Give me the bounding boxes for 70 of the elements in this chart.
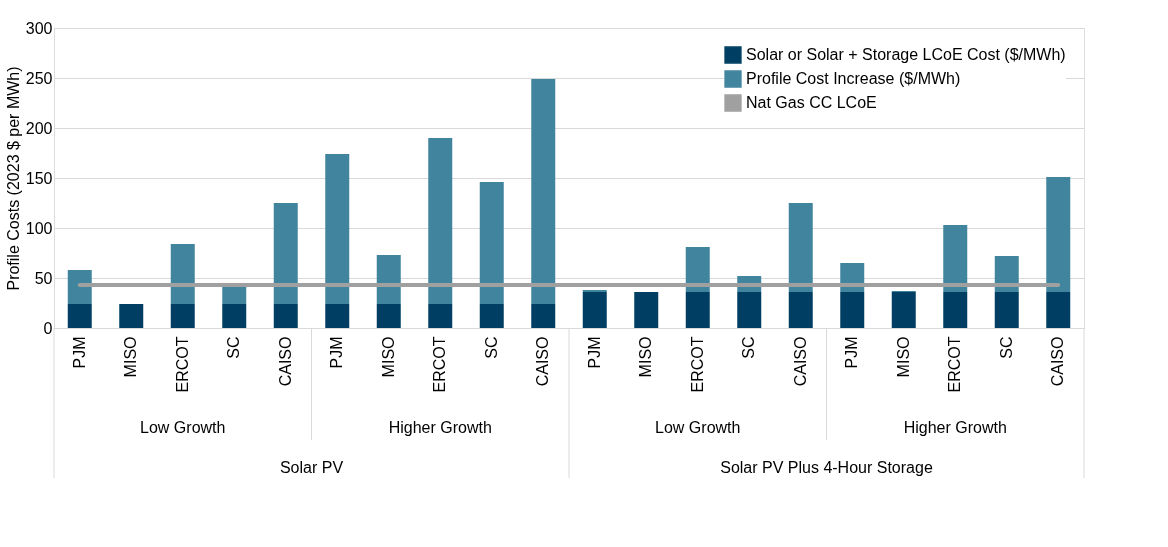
legend-label: Solar or Solar + Storage LCoE Cost ($/MWh) xyxy=(746,46,1066,63)
text: Low Growth xyxy=(140,419,226,436)
x-tick-label: PJM xyxy=(328,336,346,369)
bar xyxy=(994,292,1019,328)
bar xyxy=(1046,292,1071,328)
bar xyxy=(376,255,401,304)
bar xyxy=(376,304,401,328)
y-tick-label: 250 xyxy=(25,69,53,87)
x-tick-label: CAISO xyxy=(534,336,552,387)
y-tick-label: 150 xyxy=(25,169,53,187)
x-tick-label: SC xyxy=(225,336,243,359)
text: Solar PV xyxy=(279,459,344,476)
x-tick-label: MISO xyxy=(894,336,912,378)
bar xyxy=(325,304,350,328)
x-tick-label: SC xyxy=(740,336,758,359)
bar xyxy=(222,304,247,328)
bar xyxy=(479,304,504,328)
x-tick-label: CAISO xyxy=(276,336,294,387)
bar xyxy=(634,292,659,328)
x-tick-label: MISO xyxy=(122,336,140,378)
text: Higher Growth xyxy=(903,419,1007,436)
x-tick-label: ERCOT xyxy=(173,336,191,393)
x-tick-label: MISO xyxy=(379,336,397,378)
text: Low Growth xyxy=(655,419,741,436)
x-tick-label: MISO xyxy=(637,336,655,378)
x-tick-label: ERCOT xyxy=(688,336,706,393)
y-axis-title: Profile Costs (2023 $ per MWh) xyxy=(4,66,22,291)
x-tick-label: ERCOT xyxy=(946,336,964,393)
bar xyxy=(840,292,865,328)
bar xyxy=(737,292,762,328)
bar xyxy=(273,203,298,304)
bar xyxy=(788,203,813,292)
bar xyxy=(891,292,916,328)
bar xyxy=(428,138,453,304)
bar xyxy=(273,304,298,328)
bar xyxy=(222,286,247,304)
bar xyxy=(685,292,710,328)
y-tick-label: 50 xyxy=(34,269,53,287)
x-tick-label: CAISO xyxy=(1049,336,1067,387)
bar xyxy=(582,292,607,328)
bar xyxy=(531,304,556,328)
bar xyxy=(428,304,453,328)
x-tick-label: CAISO xyxy=(791,336,809,387)
y-tick-label: 100 xyxy=(25,219,53,237)
legend-label: Profile Cost Increase ($/MWh) xyxy=(746,70,961,87)
bar xyxy=(1046,177,1071,292)
x-tick-label: PJM xyxy=(843,336,861,369)
text: Solar PV Plus 4-Hour Storage xyxy=(720,459,933,476)
bar xyxy=(325,154,350,304)
bar xyxy=(170,304,195,328)
y-tick-label: 0 xyxy=(43,319,53,337)
x-tick-label: PJM xyxy=(585,336,603,369)
bar xyxy=(685,247,710,292)
x-tick-label: SC xyxy=(997,336,1015,359)
x-tick-label: ERCOT xyxy=(431,336,449,393)
text: Higher Growth xyxy=(388,419,492,436)
y-tick-label: 200 xyxy=(25,119,53,137)
bar xyxy=(943,292,968,328)
bar xyxy=(788,292,813,328)
x-tick-label: SC xyxy=(482,336,500,359)
bar xyxy=(67,270,92,304)
bar xyxy=(119,304,144,328)
bar xyxy=(479,182,504,304)
y-tick-label: 300 xyxy=(25,19,53,37)
bar xyxy=(170,244,195,304)
bar xyxy=(943,225,968,292)
legend-label: Nat Gas CC LCoE xyxy=(746,94,877,111)
bar xyxy=(531,79,556,304)
x-tick-label: PJM xyxy=(70,336,88,369)
bar xyxy=(67,304,92,328)
